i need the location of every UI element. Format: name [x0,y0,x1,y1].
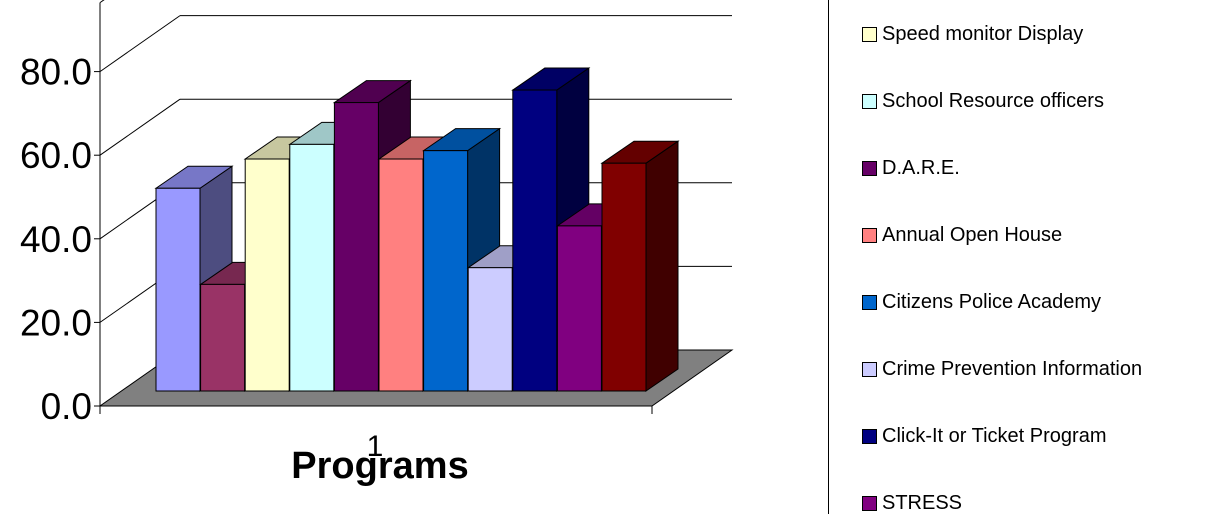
legend-item: STRESS [862,488,962,518]
x-tick-label: 1 [367,430,384,463]
legend-item: Citizens Police Academy [862,287,1101,317]
legend-swatch [862,495,877,511]
legend-swatch [862,294,877,310]
bar-front [289,143,335,392]
bar-chart: 0.0 20.0 40.0 60.0 80.0 1 Programs [20,0,734,487]
grid-line-depth [99,98,181,156]
legend-swatch [862,361,877,377]
y-axis-ticks: 0.0 20.0 40.0 60.0 80.0 [20,52,100,427]
bar-front [378,158,424,392]
legend-label: Click-It or Ticket Program [882,424,1107,447]
legend: Speed monitor Display School Resource off… [828,0,1209,514]
legend-swatch [862,26,877,42]
bar-front [512,89,558,392]
y-tick-label: 80.0 [20,52,92,93]
bar-front [333,102,379,392]
legend-label: Speed monitor Display [882,22,1084,45]
legend-label: D.A.R.E. [882,156,960,179]
legend-item: Crime Prevention Information [862,354,1142,384]
legend-item: Click-It or Ticket Program [862,421,1106,451]
bar-front [556,225,602,392]
legend-item: Annual Open House [862,220,1062,250]
y-tick-label: 40.0 [20,219,92,260]
bar-front [467,267,513,392]
bar-front [423,150,469,392]
bar-series-group [154,67,680,392]
legend-swatch [862,428,877,444]
legend-swatch [862,227,877,243]
legend-item: School Resource officers [862,86,1104,116]
bar-front [200,283,246,392]
legend-label: Crime Prevention Information [882,357,1143,380]
wall-edge [99,0,105,4]
legend-label: Citizens Police Academy [882,290,1101,313]
bar-front [601,162,647,392]
legend-swatch [862,93,877,109]
x-axis-title: Programs [291,445,468,487]
grid-line-depth [99,15,181,73]
bar [600,140,680,392]
y-tick-label: 20.0 [20,302,92,343]
bar-side [645,140,679,392]
legend-item: Speed monitor Display [862,19,1083,49]
legend-label: School Resource officers [882,89,1104,112]
legend-label: Annual Open House [882,223,1063,246]
bar-front [244,158,290,392]
y-tick-label: 0.0 [41,386,92,427]
y-tick-label: 60.0 [20,135,92,176]
bar-front [155,187,201,392]
legend-swatch [862,160,877,176]
legend-item: D.A.R.E. [862,153,960,183]
legend-label: STRESS [882,491,963,514]
